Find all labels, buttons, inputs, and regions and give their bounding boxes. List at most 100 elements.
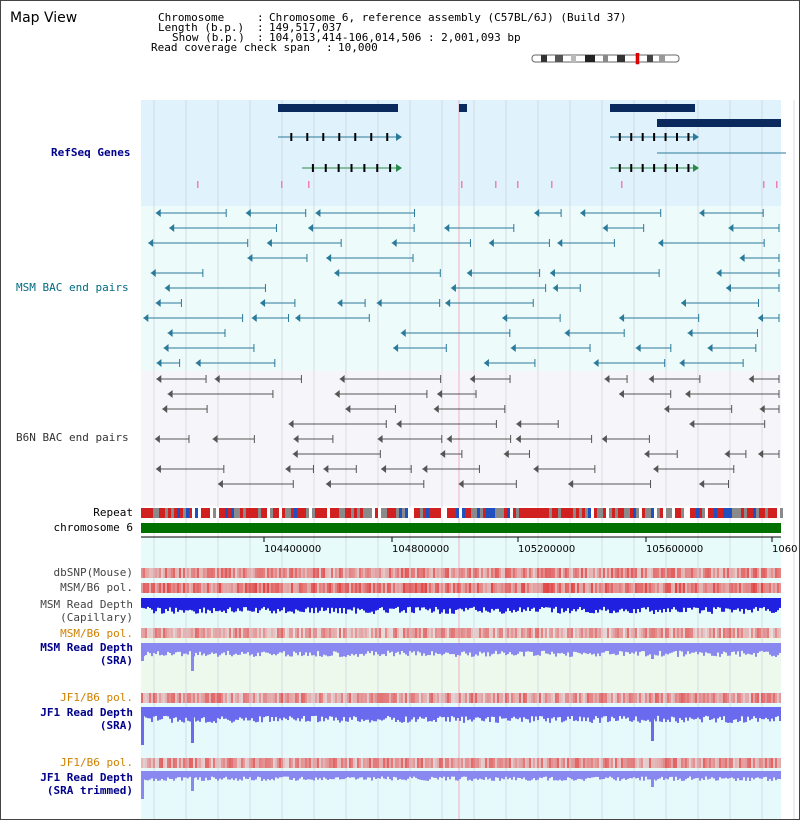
depth-bar xyxy=(569,643,571,657)
depth-bar xyxy=(207,598,209,610)
pol-cell xyxy=(163,693,165,703)
pol-cell xyxy=(487,583,489,593)
depth-bar xyxy=(521,707,523,722)
pol-cell xyxy=(607,693,609,703)
pol-cell xyxy=(467,758,469,768)
depth-bar xyxy=(575,707,577,721)
pol-cell xyxy=(565,693,567,703)
depth-bar xyxy=(449,643,451,655)
repeat-segment xyxy=(555,508,558,518)
depth-bar xyxy=(361,707,363,720)
depth-bar xyxy=(303,598,305,613)
b6n-bac-end-marker xyxy=(292,450,298,458)
pol-cell xyxy=(195,628,197,638)
pol-cell xyxy=(389,628,391,638)
pol-cell xyxy=(301,568,303,578)
pol-cell xyxy=(471,568,473,578)
repeat-segment xyxy=(525,508,528,518)
pol-cell xyxy=(627,628,629,638)
depth-bar xyxy=(595,771,597,777)
depth-bar xyxy=(337,643,339,653)
pol-cell xyxy=(417,628,419,638)
repeat-segment xyxy=(450,508,453,518)
repeat-label: Repeat xyxy=(93,506,133,519)
pol-cell xyxy=(589,693,591,703)
depth-bar xyxy=(229,771,231,780)
depth-bar xyxy=(265,643,267,653)
pol-cell xyxy=(431,693,433,703)
pol-cell xyxy=(721,693,723,703)
b6n-bac-end-marker xyxy=(515,435,521,443)
depth-bar xyxy=(203,598,205,608)
pol-cell xyxy=(147,583,149,593)
pol-cell xyxy=(279,758,281,768)
pol-cell xyxy=(497,628,499,638)
pol-cell xyxy=(445,568,447,578)
depth-bar xyxy=(637,771,639,778)
pol-cell xyxy=(705,693,707,703)
depth-bar xyxy=(479,707,481,719)
depth-bar xyxy=(513,598,515,610)
depth-bar xyxy=(727,598,729,609)
depth-bar xyxy=(289,643,291,657)
gene-exon xyxy=(687,133,690,141)
pol-cell xyxy=(197,583,199,593)
jf1-b6-pol-label: JF1/B6 pol. xyxy=(60,691,133,704)
pol-cell xyxy=(469,568,471,578)
pol-cell xyxy=(459,693,461,703)
pol-cell xyxy=(419,758,421,768)
depth-bar xyxy=(311,771,313,780)
depth-bar xyxy=(165,771,167,781)
pol-cell xyxy=(649,568,651,578)
gene-exon xyxy=(641,133,644,141)
depth-bar xyxy=(301,707,303,719)
pol-cell xyxy=(155,568,157,578)
pol-cell xyxy=(481,693,483,703)
depth-bar xyxy=(713,643,715,656)
depth-bar xyxy=(499,598,501,612)
pol-cell xyxy=(573,693,575,703)
pol-cell xyxy=(455,693,457,703)
pol-cell xyxy=(511,583,513,593)
gene-exon xyxy=(618,164,621,172)
pol-cell xyxy=(257,568,259,578)
b6n-bac-end-marker xyxy=(446,435,452,443)
pol-cell xyxy=(255,583,257,593)
pol-cell xyxy=(643,693,645,703)
pol-cell xyxy=(149,568,151,578)
pol-cell xyxy=(359,758,361,768)
pol-cell xyxy=(595,693,597,703)
chromosome-label: Chromosome xyxy=(158,11,225,24)
pol-cell xyxy=(401,628,403,638)
pol-cell xyxy=(267,693,269,703)
pol-cell xyxy=(525,568,527,578)
pol-cell xyxy=(219,628,221,638)
repeat-segment xyxy=(468,508,471,518)
pol-cell xyxy=(755,693,757,703)
pol-cell xyxy=(319,568,321,578)
depth-bar xyxy=(215,598,217,612)
depth-bar xyxy=(233,598,235,613)
gene-exon xyxy=(676,164,678,172)
pol-cell xyxy=(317,583,319,593)
depth-bar xyxy=(663,707,665,719)
pol-cell xyxy=(663,693,665,703)
pol-cell xyxy=(651,583,653,593)
depth-bar xyxy=(341,598,343,614)
depth-bar xyxy=(657,643,659,656)
pol-cell xyxy=(703,568,705,578)
depth-bar xyxy=(681,598,683,613)
depth-bar xyxy=(535,643,537,656)
depth-bar xyxy=(529,707,531,723)
chromosome-ideogram[interactable] xyxy=(531,53,681,65)
pol-cell xyxy=(591,693,593,703)
repeat-segment xyxy=(441,508,444,518)
depth-bar xyxy=(231,598,233,612)
depth-bar xyxy=(601,643,603,653)
pol-cell xyxy=(621,758,623,768)
pol-cell xyxy=(413,568,415,578)
pol-cell xyxy=(271,758,273,768)
pol-cell xyxy=(663,568,665,578)
depth-bar xyxy=(577,707,579,722)
